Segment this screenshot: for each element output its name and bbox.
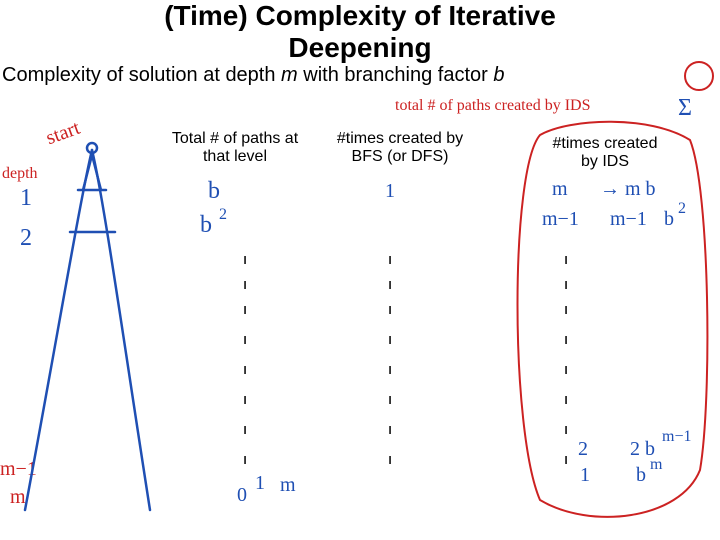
hand-m_bfs: m [280,474,296,497]
hand-m_minus_1: m−1 [0,458,37,481]
subtitle-b: b [493,64,504,86]
hand-d2: 2 [20,225,32,252]
hand-depth_label: depth [2,165,38,183]
hand-b_m: b [636,464,646,487]
col-header-paths: Total # of paths at that level [150,130,320,167]
col-header-bfs: #times created by BFS (or DFS) [315,130,485,167]
subtitle: Complexity of solution at depth m with b… [2,64,505,87]
hand-m_final: m [10,486,26,509]
hand-b2_base: b [200,212,212,239]
slide-title-line1: (Time) Complexity of Iterative [0,2,720,30]
hand-zero_bfs: 0 [237,484,247,507]
slide-stage: (Time) Complexity of Iterative Deepening… [0,0,720,540]
hand-m1b: m−1 [610,208,647,231]
hand-two_b_exp: m−1 [662,428,691,446]
hand-start: start [43,117,83,150]
hand-b2_exp: 2 [219,206,227,224]
hand-two_ids: 2 [578,438,588,461]
hand-b_val: b [208,178,220,205]
hand-arrow_mb: → m b [600,178,656,201]
hand-m1b_b: b [664,208,674,231]
hand-m_ids: m [552,178,568,201]
hand-sigma: Σ [678,95,692,122]
hand-one_ids: 1 [580,464,590,487]
hand-one_bfs: 1 [385,180,395,203]
subtitle-prefix: Complexity of solution at depth [2,64,281,86]
hand-one_m: 1 [255,472,265,495]
hand-m1b_exp: 2 [678,200,686,218]
hand-d1: 1 [20,185,32,212]
hand-m1_ids: m−1 [542,208,579,231]
hand-b_m_exp: m [650,456,662,474]
hand-total_paths_label: total # of paths created by IDS [395,97,591,115]
col-header-ids: #times created by IDS [530,135,680,172]
slide-title-line2: Deepening [0,34,720,62]
subtitle-mid: with branching factor [298,64,494,86]
subtitle-m: m [281,64,298,86]
